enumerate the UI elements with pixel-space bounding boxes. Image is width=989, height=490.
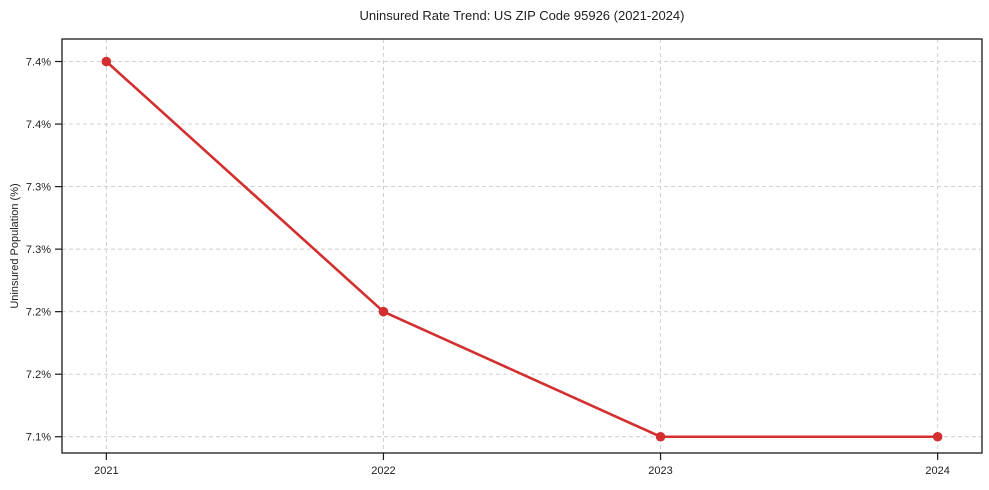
y-tick-label: 7.4% xyxy=(26,119,51,131)
data-point-marker xyxy=(101,56,112,67)
y-tick-label: 7.3% xyxy=(26,182,51,194)
y-tick-label: 7.3% xyxy=(26,244,51,256)
x-tick-label: 2022 xyxy=(371,465,395,477)
y-tick-label: 7.2% xyxy=(26,307,51,319)
x-tick-label: 2023 xyxy=(648,465,672,477)
x-tick-label: 2024 xyxy=(925,465,949,477)
chart-title: Uninsured Rate Trend: US ZIP Code 95926 … xyxy=(359,8,685,23)
y-tick-label: 7.1% xyxy=(26,432,51,444)
plot-border xyxy=(61,38,983,454)
y-axis-label: Uninsured Population (%) xyxy=(9,183,21,309)
data-point-marker xyxy=(932,431,943,442)
y-tick-label: 7.2% xyxy=(26,369,51,381)
data-point-marker xyxy=(378,306,389,317)
y-tick-label: 7.4% xyxy=(26,57,51,69)
data-point-marker xyxy=(655,431,666,442)
x-tick-label: 2021 xyxy=(94,465,118,477)
trend-line xyxy=(105,60,939,439)
